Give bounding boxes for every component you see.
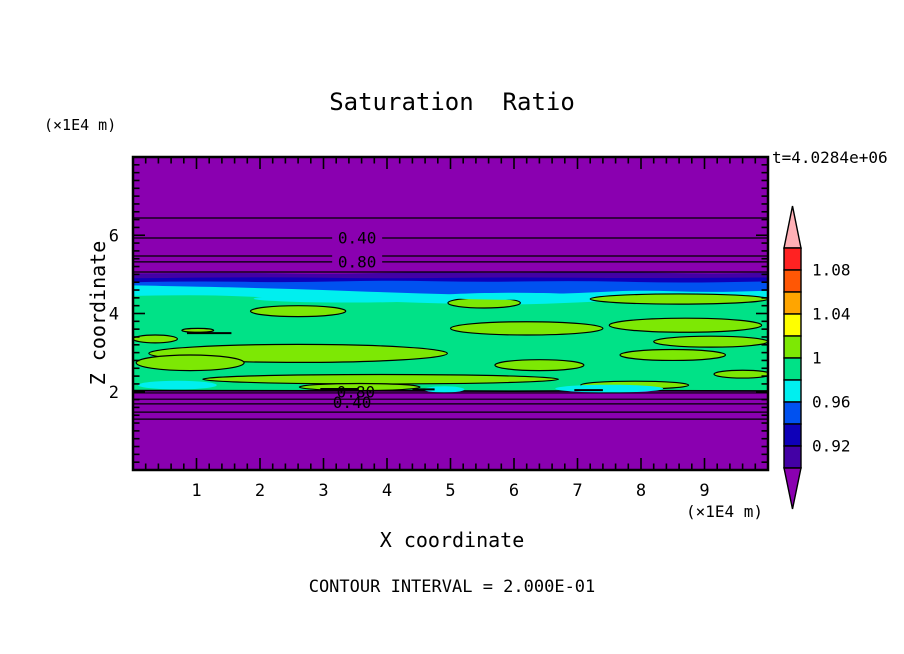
contour-label: 0.40: [338, 228, 377, 247]
contour-label: 0.80: [338, 252, 377, 271]
x-tick-label: 7: [572, 481, 582, 501]
x-tick-label: 6: [509, 481, 519, 501]
chart-title: Saturation Ratio: [329, 88, 575, 116]
plot-frame: [131, 155, 770, 472]
contour-interval-label: CONTOUR INTERVAL = 2.000E-01: [308, 577, 596, 597]
x-axis-unit-label: (×1E4 m): [686, 502, 764, 521]
contour-label: 0.80: [337, 382, 376, 401]
colorbar-label: 1.04: [812, 305, 851, 324]
colorbar-label: 0.92: [812, 437, 851, 456]
x-tick-label: 2: [255, 481, 265, 501]
colorbar-label: 0.96: [812, 393, 851, 412]
colorbar-label: 1.08: [812, 261, 851, 280]
x-tick-label: 5: [445, 481, 455, 501]
y-axis-unit-label: (×1E4 m): [44, 116, 117, 134]
y-tick-label: 2: [109, 383, 119, 403]
contour-label: 0.40: [333, 393, 372, 412]
timestamp-label: t=4.0284e+06: [772, 148, 888, 167]
colorbar-label: 1: [812, 349, 822, 368]
colorbar: 1.08 1.04 1 0.96 0.92: [783, 205, 851, 510]
axis-ticks: [134, 158, 767, 469]
x-tick-label: 9: [699, 481, 709, 501]
x-tick-label: 3: [318, 481, 328, 501]
tick-labels: 1 2 3 4 5 6 7 8 9 2 4 6: [109, 226, 710, 501]
y-tick-label: 4: [109, 305, 119, 325]
x-tick-label: 8: [636, 481, 646, 501]
x-axis-label: X coordinate: [379, 528, 525, 552]
x-tick-label: 4: [382, 481, 392, 501]
x-tick-label: 1: [191, 481, 201, 501]
contour-field: 0.400.800.800.40: [133, 157, 768, 470]
y-tick-label: 6: [109, 226, 119, 246]
